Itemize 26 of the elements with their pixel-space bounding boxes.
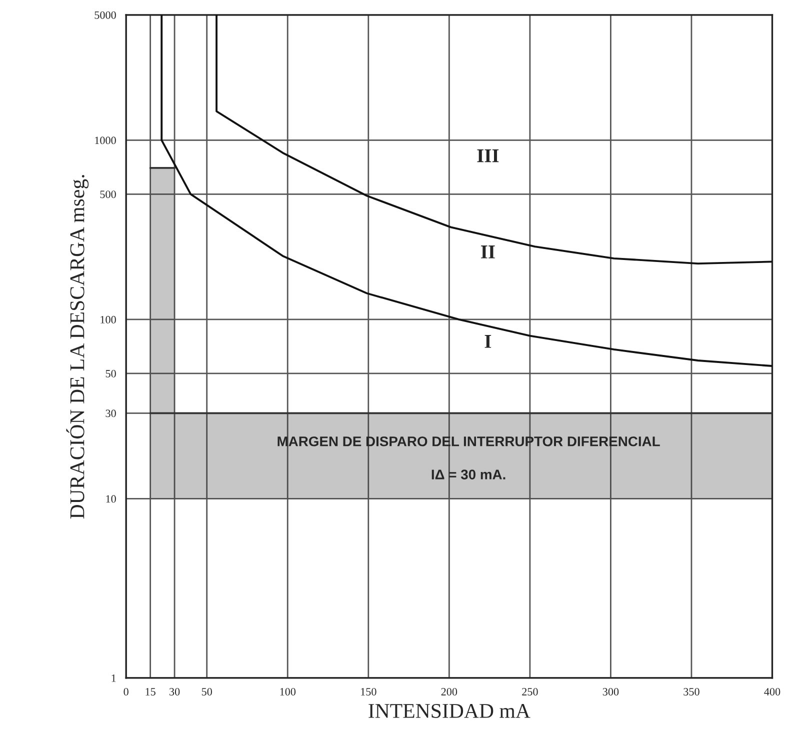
annotation: I — [484, 335, 492, 348]
y-axis-title: DURACIÓN DE LA DESCARGA mseg. — [66, 175, 89, 519]
y-tick-label: 10 — [106, 495, 116, 503]
y-tick-label: 30 — [106, 410, 116, 418]
y-tick-label: 100 — [100, 316, 116, 324]
y-tick-label: 5000 — [94, 11, 116, 19]
x-tick-label: 150 — [361, 688, 376, 696]
annotation: II — [481, 246, 495, 258]
y-tick-label: 1 — [112, 674, 116, 682]
x-tick-label: 15 — [146, 688, 156, 696]
line-series — [160, 14, 772, 367]
x-tick-label: 250 — [522, 688, 538, 696]
x-tick-label: 100 — [280, 688, 296, 696]
x-tick-label: 30 — [170, 688, 180, 696]
x-tick-label: 300 — [602, 688, 619, 696]
x-tick-label: 200 — [441, 688, 458, 696]
x-tick-label: 400 — [764, 688, 780, 696]
annotation: III — [477, 149, 499, 162]
x-tick-label: 50 — [202, 688, 212, 696]
y-tick-label: 50 — [106, 370, 116, 378]
y-tick-label: 500 — [100, 190, 116, 198]
x-axis-title: INTENSIDAD mA — [368, 704, 530, 718]
y-tick-label: 1000 — [95, 136, 116, 144]
x-tick-label: 0 — [124, 688, 128, 696]
line-series — [216, 14, 772, 265]
x-tick-label: 350 — [684, 688, 700, 696]
